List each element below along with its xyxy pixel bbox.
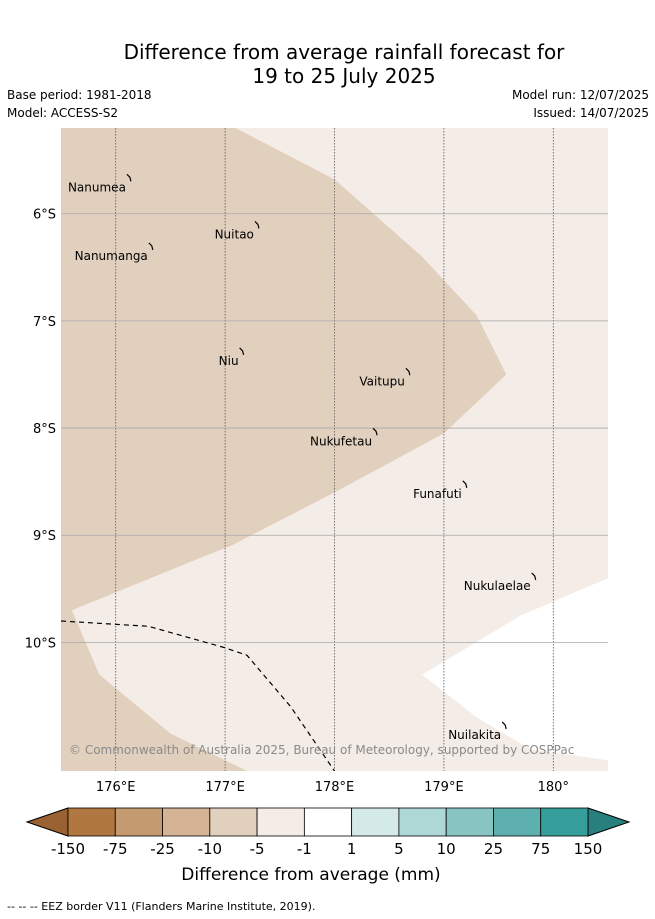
colorbar-extend-low	[25, 807, 69, 837]
colorbar-tick-label: -25	[150, 840, 175, 858]
colorbar-tick-label: 5	[394, 840, 404, 858]
colorbar-tick-label: 1	[347, 840, 357, 858]
lat-tick-label: 8°S	[33, 422, 56, 437]
lon-tick-label: 177°E	[205, 780, 245, 795]
colorbar-tick-label: 150	[574, 840, 603, 858]
lat-tick-label: 10°S	[25, 636, 56, 651]
island-shape	[239, 347, 245, 356]
island-shape	[254, 221, 260, 229]
colorbar-tick-label: 25	[484, 840, 503, 858]
map-figure: Nanumea Nuitao Nanumanga Niu Vaitupu Nukufeta…	[25, 128, 631, 885]
rainfall-region-2	[422, 578, 608, 761]
colorbar-tick-label: -5	[250, 840, 265, 858]
issued-date: Issued: 14/07/2025	[533, 106, 649, 120]
rainfall-region-1	[61, 128, 507, 771]
footer-note: -- -- -- EEZ border V11 (Flanders Marine…	[7, 900, 316, 913]
eez-border-line	[61, 620, 335, 771]
lon-tick-label: 179°E	[424, 780, 464, 795]
colorbar-tick-label: 10	[437, 840, 456, 858]
lat-tick-label: 7°S	[33, 315, 56, 330]
colorbar-extend-high	[587, 807, 631, 837]
colorbar-swatch	[67, 807, 116, 837]
colorbar-tick-label: -75	[103, 840, 128, 858]
colorbar-tick-label: -150	[51, 840, 85, 858]
colorbar-tick-label: -1	[297, 840, 312, 858]
colorbar-swatch	[303, 807, 353, 837]
island-shape	[462, 480, 468, 488]
island-label: Nukufetau	[310, 434, 372, 448]
island-shape	[405, 367, 411, 376]
island-shape	[126, 173, 132, 182]
colorbar-swatch	[256, 807, 305, 837]
lon-tick-label: 180°	[538, 780, 569, 795]
island-shape	[148, 242, 154, 251]
colorbar-tick-label: 75	[531, 840, 550, 858]
island-label: Nuilakita	[448, 728, 501, 742]
chart-title: Difference from average rainfall forecas…	[0, 40, 655, 88]
island-label: Vaitupu	[359, 374, 405, 388]
island-label: Nanumanga	[75, 249, 148, 263]
colorbar-swatch	[162, 807, 211, 837]
island-label: Nukulaelae	[464, 579, 531, 593]
island-label: Niu	[219, 354, 239, 368]
island-shape	[501, 721, 507, 730]
colorbar-swatch	[445, 807, 494, 837]
colorbar-tick-label: -10	[198, 840, 223, 858]
copyright-notice: © Commonwealth of Australia 2025, Bureau…	[69, 743, 574, 757]
island-label: Funafuti	[413, 487, 462, 501]
colorbar-title: Difference from average (mm)	[181, 865, 440, 885]
lon-tick-label: 178°E	[315, 780, 355, 795]
colorbar-swatch	[351, 807, 400, 837]
colorbar-swatch	[114, 807, 163, 837]
model-run: Model run: 12/07/2025	[511, 88, 649, 102]
lon-tick-label: 176°E	[96, 780, 136, 795]
map-layers: Nanumea Nuitao Nanumanga Niu Vaitupu Nukufeta…	[61, 128, 608, 771]
lat-tick-label: 9°S	[33, 529, 56, 544]
colorbar-swatch	[540, 807, 589, 837]
colorbar-swatch	[493, 807, 542, 837]
island-label: Nuitao	[215, 227, 254, 241]
title-line-1: Difference from average rainfall forecas…	[123, 40, 565, 64]
colorbar-swatch	[209, 807, 258, 837]
base-period: Base period: 1981-2018	[7, 88, 152, 102]
title-line-2: 19 to 25 July 2025	[252, 64, 436, 88]
model-name: Model: ACCESS-S2	[7, 106, 119, 120]
island-shape	[531, 572, 537, 581]
island-shape	[372, 427, 378, 436]
colorbar-swatch	[398, 807, 447, 837]
island-label: Nanumea	[68, 180, 126, 194]
lat-tick-label: 6°S	[33, 208, 56, 223]
